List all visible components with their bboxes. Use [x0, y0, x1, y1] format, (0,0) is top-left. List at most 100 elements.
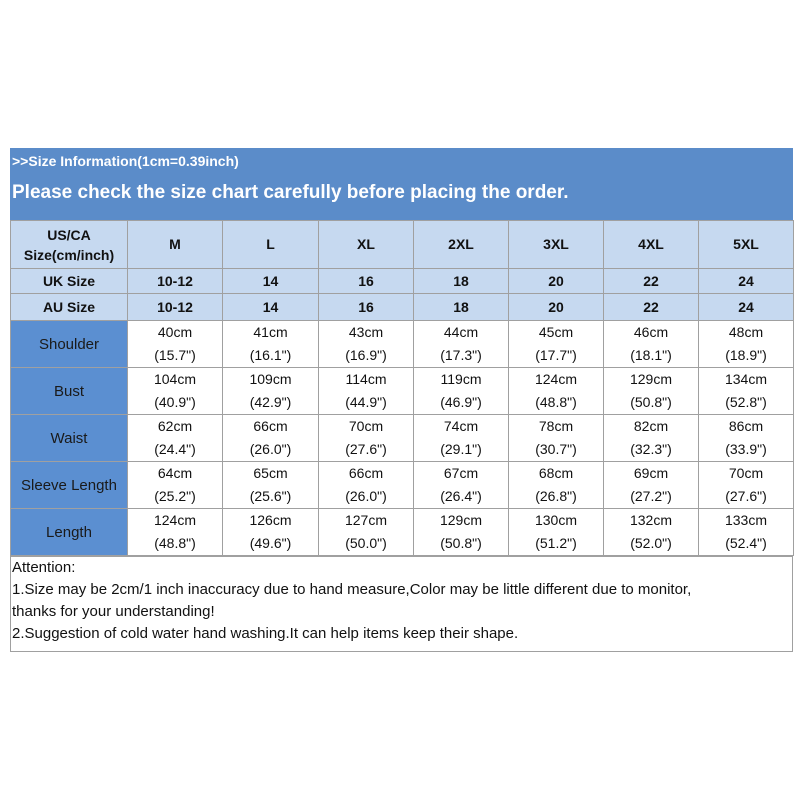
size-header: 3XL [508, 220, 604, 269]
inch-value: (18.1") [630, 347, 672, 363]
inch-value: (52.0") [630, 535, 672, 551]
inch-value: (52.8") [725, 394, 767, 410]
cm-value: 127cm [344, 512, 388, 528]
inch-value: (17.3") [440, 347, 482, 363]
cm-value: 109cm [249, 371, 292, 387]
note-line: 2.Suggestion of cold water hand washing.… [12, 625, 519, 642]
header-info: >>Size Information(1cm=0.39inch) [12, 153, 239, 169]
inch-value: (30.7") [535, 441, 577, 457]
inch-value: (48.8") [535, 394, 577, 410]
inch-value: (27.6") [725, 488, 767, 504]
size-header: 2XL [413, 220, 509, 269]
size-value-cell: 10-12 [127, 268, 223, 294]
size-label: XL [357, 236, 375, 252]
note-line: thanks for your understanding! [12, 603, 215, 620]
measure-cell: 40cm (15.7") [127, 320, 223, 368]
inch-value: (46.9") [440, 394, 482, 410]
measure-cell: 41cm (16.1") [222, 320, 319, 368]
measure-cell: 127cm (50.0") [318, 508, 414, 556]
cm-value: 82cm [633, 418, 669, 434]
measure-label-cell: Sleeve Length [10, 461, 128, 509]
cm-value: 67cm [443, 465, 479, 481]
inch-value: (51.2") [535, 535, 577, 551]
inch-value: (50.0") [345, 535, 387, 551]
inch-value: (44.9") [345, 394, 387, 410]
size-value: 14 [262, 272, 279, 289]
cm-value: 46cm [633, 324, 669, 340]
cm-value: 41cm [253, 324, 288, 340]
cm-value: 44cm [443, 324, 479, 340]
measure-cell: 124cm (48.8") [508, 367, 604, 415]
size-value-cell: 18 [413, 293, 509, 321]
measure-cell: 66cm (26.0") [222, 414, 319, 462]
inch-value: (48.8") [154, 535, 196, 551]
cm-value: 124cm [534, 371, 578, 387]
cm-value: 68cm [538, 465, 574, 481]
inch-value: (24.4") [154, 441, 196, 457]
measure-label-cell: Bust [10, 367, 128, 415]
cm-value: 64cm [157, 465, 193, 481]
cm-value: 40cm [157, 324, 193, 340]
measure-cell: 82cm (32.3") [603, 414, 699, 462]
cm-value: 45cm [538, 324, 574, 340]
inch-value: (52.4") [725, 535, 767, 551]
measure-label-cell: Shoulder [10, 320, 128, 368]
measure-label-cell: Length [10, 508, 128, 556]
size-header: 4XL [603, 220, 699, 269]
size-value-cell: 14 [222, 293, 319, 321]
size-value: 22 [643, 272, 659, 289]
measure-label: Shoulder [38, 335, 100, 353]
cm-value: 66cm [348, 465, 384, 481]
size-value: 18 [453, 272, 469, 289]
size-label: 5XL [733, 236, 759, 252]
inch-value: (26.0") [249, 441, 292, 457]
inch-value: (26.8") [535, 488, 577, 504]
corner-text: US/CA [47, 226, 91, 243]
size-value-cell: 16 [318, 268, 414, 294]
header-bar: >>Size Information(1cm=0.39inch) Please … [10, 148, 793, 220]
size-value: 16 [358, 272, 374, 289]
inch-value: (32.3") [630, 441, 672, 457]
cm-value: 126cm [249, 512, 292, 528]
measure-cell: 109cm (42.9") [222, 367, 319, 415]
measure-cell: 114cm (44.9") [318, 367, 414, 415]
inch-value: (42.9") [249, 394, 292, 410]
size-value: 22 [643, 298, 659, 315]
measure-cell: 66cm (26.0") [318, 461, 414, 509]
measure-cell: 65cm (25.6") [222, 461, 319, 509]
measure-cell: 132cm (52.0") [603, 508, 699, 556]
measure-cell: 67cm (26.4") [413, 461, 509, 509]
inch-value: (25.2") [154, 488, 196, 504]
size-value: 20 [548, 298, 564, 315]
inch-value: (17.7") [535, 347, 577, 363]
size-value-cell: 24 [698, 268, 794, 294]
inch-value: (50.8") [630, 394, 672, 410]
inch-value: (27.6") [345, 441, 387, 457]
inch-value: (15.7") [154, 347, 196, 363]
inch-value: (16.1") [249, 347, 292, 363]
size-value: 10-12 [157, 272, 193, 289]
cm-value: 62cm [157, 418, 193, 434]
inch-value: (27.2") [630, 488, 672, 504]
measure-cell: 119cm (46.9") [413, 367, 509, 415]
cm-value: 43cm [348, 324, 384, 340]
size-value-cell: 24 [698, 293, 794, 321]
measure-cell: 70cm (27.6") [318, 414, 414, 462]
size-value: 24 [738, 272, 754, 289]
measure-cell: 130cm (51.2") [508, 508, 604, 556]
cm-value: 65cm [253, 465, 288, 481]
cm-value: 133cm [724, 512, 768, 528]
cm-value: 70cm [348, 418, 384, 434]
measure-cell: 78cm (30.7") [508, 414, 604, 462]
size-value: 18 [453, 298, 469, 315]
cm-value: 119cm [440, 371, 482, 387]
size-header: 5XL [698, 220, 794, 269]
measure-label-cell: Waist [10, 414, 128, 462]
measure-cell: 126cm (49.6") [222, 508, 319, 556]
size-value-cell: 16 [318, 293, 414, 321]
cm-value: 134cm [724, 371, 768, 387]
size-label: M [169, 236, 181, 252]
measure-cell: 74cm (29.1") [413, 414, 509, 462]
size-header: M [127, 220, 223, 269]
cm-value: 132cm [629, 512, 673, 528]
